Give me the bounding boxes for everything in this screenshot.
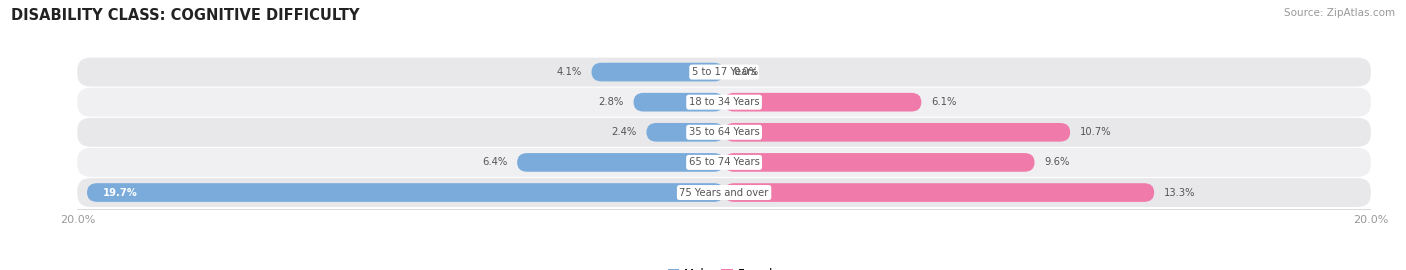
Text: 6.1%: 6.1% (931, 97, 956, 107)
FancyBboxPatch shape (592, 63, 724, 81)
Text: 18 to 34 Years: 18 to 34 Years (689, 97, 759, 107)
Text: 6.4%: 6.4% (482, 157, 508, 167)
Text: 9.6%: 9.6% (1045, 157, 1070, 167)
Legend: Male, Female: Male, Female (662, 264, 786, 270)
FancyBboxPatch shape (724, 153, 1035, 172)
FancyBboxPatch shape (77, 148, 1371, 177)
Text: 13.3%: 13.3% (1164, 188, 1195, 198)
Text: 0.0%: 0.0% (734, 67, 759, 77)
FancyBboxPatch shape (77, 58, 1371, 86)
Text: Source: ZipAtlas.com: Source: ZipAtlas.com (1284, 8, 1395, 18)
FancyBboxPatch shape (724, 93, 921, 112)
FancyBboxPatch shape (724, 183, 1154, 202)
FancyBboxPatch shape (77, 178, 1371, 207)
Text: 75 Years and over: 75 Years and over (679, 188, 769, 198)
FancyBboxPatch shape (647, 123, 724, 142)
FancyBboxPatch shape (77, 88, 1371, 117)
FancyBboxPatch shape (87, 183, 724, 202)
Text: 2.4%: 2.4% (612, 127, 637, 137)
FancyBboxPatch shape (77, 118, 1371, 147)
Text: 5 to 17 Years: 5 to 17 Years (692, 67, 756, 77)
Text: 19.7%: 19.7% (103, 188, 138, 198)
Text: 10.7%: 10.7% (1080, 127, 1111, 137)
Text: 4.1%: 4.1% (557, 67, 582, 77)
FancyBboxPatch shape (517, 153, 724, 172)
FancyBboxPatch shape (634, 93, 724, 112)
Text: DISABILITY CLASS: COGNITIVE DIFFICULTY: DISABILITY CLASS: COGNITIVE DIFFICULTY (11, 8, 360, 23)
FancyBboxPatch shape (724, 123, 1070, 142)
Text: 65 to 74 Years: 65 to 74 Years (689, 157, 759, 167)
Text: 2.8%: 2.8% (599, 97, 624, 107)
Text: 35 to 64 Years: 35 to 64 Years (689, 127, 759, 137)
